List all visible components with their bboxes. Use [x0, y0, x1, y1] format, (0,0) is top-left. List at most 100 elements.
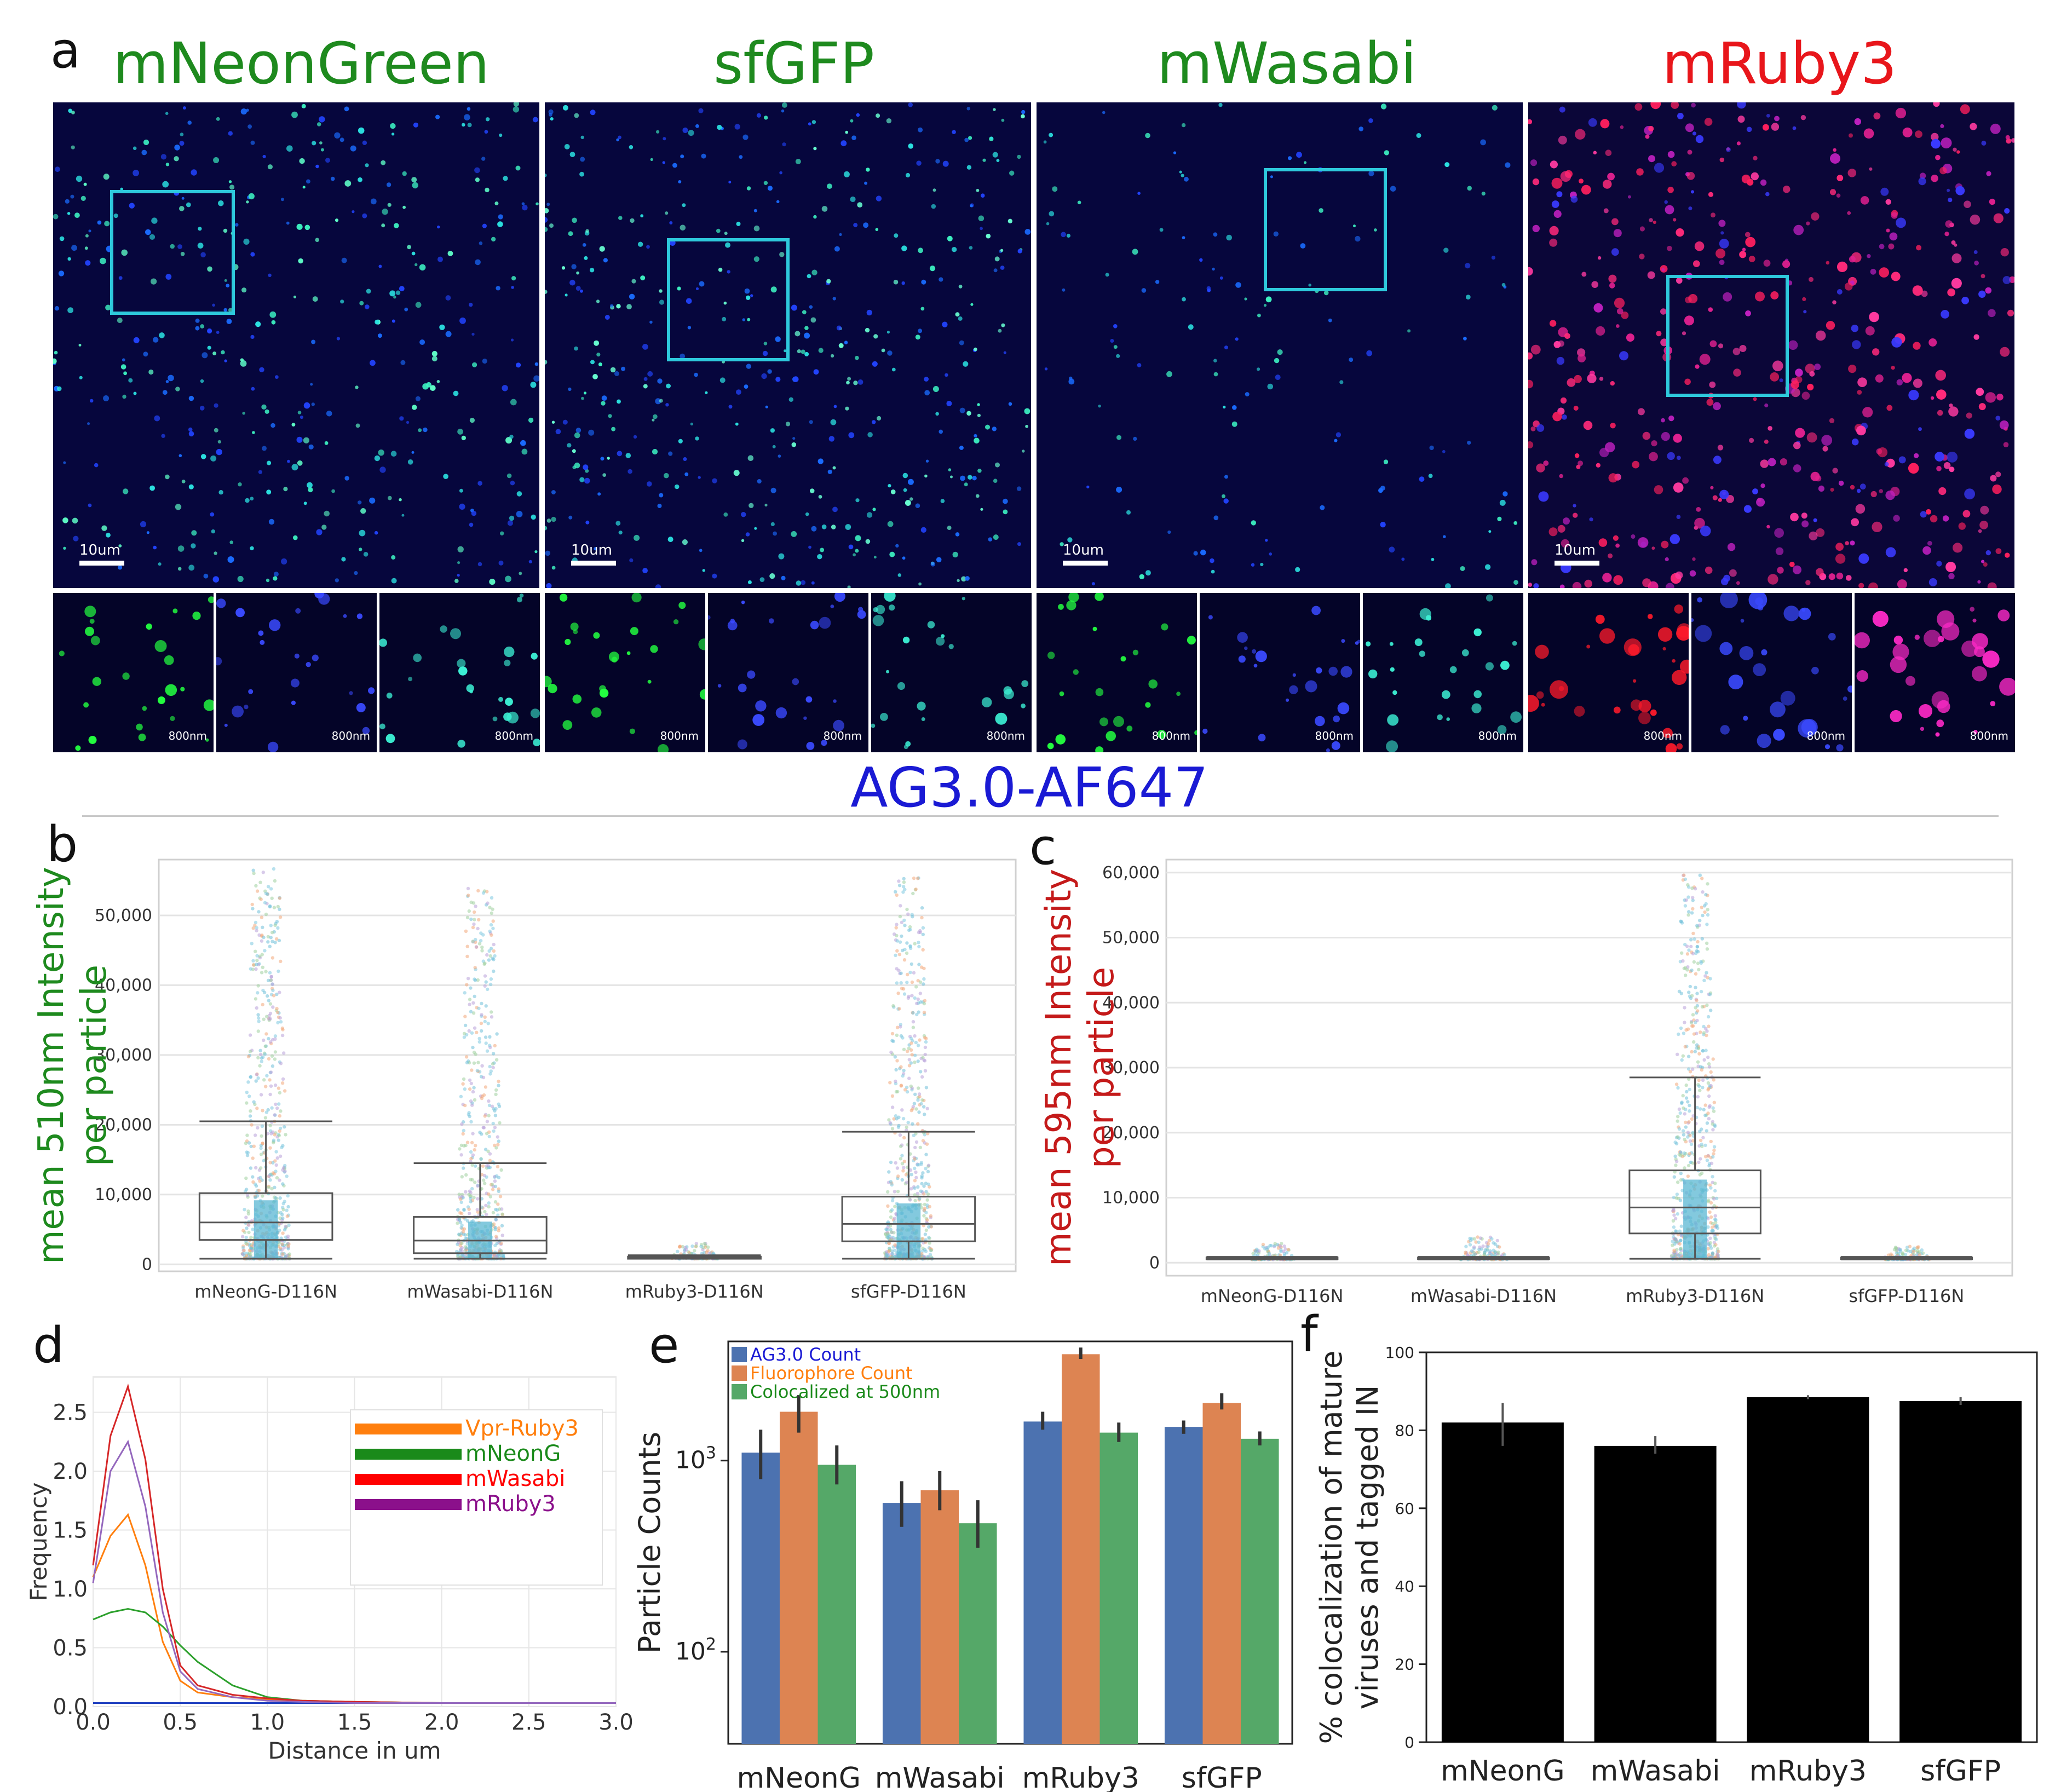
- x-tick-label: mRuby3-D116N: [1626, 1286, 1764, 1306]
- data-point: [1269, 1244, 1273, 1248]
- particle: [1441, 690, 1450, 699]
- particle: [1287, 156, 1292, 160]
- particle: [738, 683, 747, 693]
- particle: [1766, 525, 1770, 529]
- data-point: [272, 1138, 276, 1142]
- particle: [291, 464, 298, 471]
- data-point: [462, 1207, 466, 1212]
- data-point: [903, 1088, 907, 1092]
- particle: [1945, 220, 1953, 228]
- particle: [565, 293, 568, 297]
- data-point: [480, 949, 484, 953]
- data-point: [272, 906, 277, 909]
- data-point: [491, 1062, 495, 1066]
- data-point: [920, 1075, 924, 1079]
- particle: [1560, 397, 1567, 404]
- particle: [736, 221, 741, 226]
- particle: [261, 404, 267, 410]
- data-point: [917, 1163, 921, 1167]
- particle: [568, 231, 573, 237]
- particle: [1947, 188, 1950, 192]
- particle: [857, 202, 863, 208]
- particle: [826, 279, 831, 284]
- data-point: [922, 1001, 926, 1006]
- particle: [575, 286, 581, 291]
- data-point: [458, 1220, 463, 1224]
- particle: [1970, 607, 1975, 612]
- particle: [871, 723, 876, 728]
- particle: [369, 497, 376, 504]
- y-tick-label: 50,000: [1102, 929, 1160, 948]
- particle: [1024, 229, 1031, 235]
- particle: [1535, 644, 1549, 659]
- data-point: [1670, 1254, 1674, 1258]
- data-point: [479, 939, 483, 943]
- particle: [929, 266, 936, 272]
- particle: [617, 399, 621, 404]
- data-point: [895, 949, 899, 953]
- particle: [875, 228, 879, 231]
- particle: [224, 359, 227, 362]
- data-point: [916, 997, 920, 1001]
- data-point: [251, 959, 255, 963]
- particle: [832, 466, 836, 470]
- particle: [1263, 304, 1267, 307]
- particle: [97, 220, 102, 225]
- data-point: [492, 969, 496, 973]
- particle: [1930, 396, 1935, 400]
- inset-particles: [708, 593, 866, 750]
- data-point: [460, 1122, 464, 1126]
- particle: [746, 295, 751, 300]
- particle: [469, 418, 475, 423]
- data-point: [491, 1065, 495, 1070]
- particle: [1665, 583, 1674, 588]
- data-point: [497, 1079, 500, 1084]
- particle: [240, 108, 247, 115]
- particle: [104, 221, 110, 227]
- data-point: [911, 1020, 916, 1024]
- particle: [250, 140, 255, 145]
- particle: [1822, 446, 1828, 452]
- title-mwasabi: mWasabi: [1156, 30, 1417, 97]
- particle: [411, 177, 417, 183]
- particle: [1863, 128, 1874, 139]
- data-point: [275, 1176, 279, 1180]
- particle: [1145, 570, 1151, 576]
- particle: [569, 279, 575, 286]
- particle: [759, 577, 765, 582]
- particle: [306, 662, 311, 667]
- particle: [1105, 273, 1109, 277]
- particle: [505, 575, 511, 583]
- particle: [146, 623, 152, 630]
- data-point: [500, 1212, 504, 1216]
- particle: [1208, 615, 1213, 620]
- y-axis-label-line: per particle: [74, 965, 114, 1166]
- particle: [608, 652, 619, 662]
- particle: [1720, 725, 1730, 735]
- particle: [1664, 200, 1668, 204]
- particle: [122, 358, 125, 362]
- particle: [797, 349, 801, 354]
- data-point: [1695, 924, 1699, 927]
- data-point: [1687, 948, 1691, 952]
- particle: [1531, 559, 1538, 566]
- particle: [223, 308, 228, 312]
- particle: [399, 498, 402, 502]
- particle: [188, 395, 194, 401]
- particle: [590, 110, 596, 116]
- data-point: [1687, 1120, 1691, 1124]
- particle: [1232, 405, 1237, 410]
- particle: [1924, 630, 1941, 647]
- data-point: [456, 1208, 460, 1212]
- particle: [80, 195, 86, 201]
- particle: [1182, 236, 1185, 239]
- data-point: [892, 1117, 896, 1121]
- particle: [1788, 340, 1798, 350]
- data-point: [1472, 1237, 1476, 1241]
- particle: [1895, 107, 1907, 119]
- particle: [992, 152, 998, 158]
- particle: [216, 448, 222, 456]
- particle: [1212, 267, 1215, 271]
- particle: [897, 573, 902, 577]
- data-point: [254, 1166, 258, 1170]
